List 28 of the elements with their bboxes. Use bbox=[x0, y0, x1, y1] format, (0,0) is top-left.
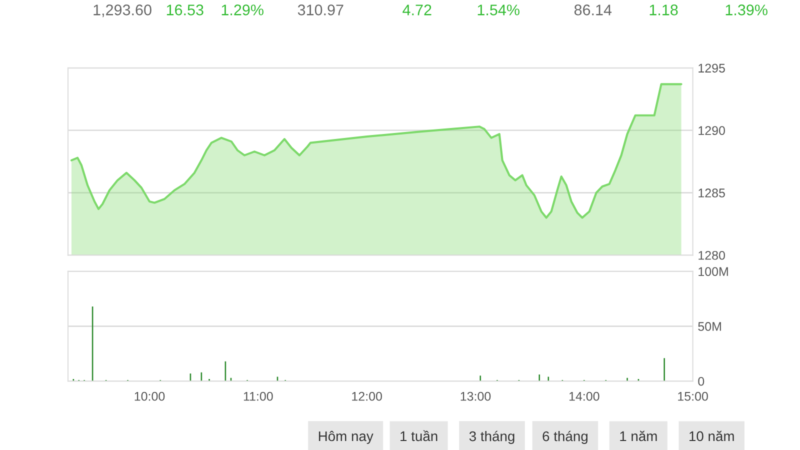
x-tick-label: 12:00 bbox=[352, 392, 382, 401]
x-tick-label: 11:00 bbox=[244, 392, 273, 401]
text: 6 tháng bbox=[542, 430, 588, 444]
y-tick-label: 100M bbox=[698, 267, 728, 276]
y-tick-label: 1290 bbox=[698, 126, 725, 135]
y-tick-label: 50M bbox=[698, 322, 721, 331]
text: 310.97 bbox=[298, 4, 344, 16]
x-tick-label: 10:00 bbox=[134, 392, 165, 401]
y-tick-label: 1280 bbox=[698, 250, 725, 260]
text: Hôm nay bbox=[318, 430, 374, 444]
text: 1,293.60 bbox=[94, 4, 152, 18]
text: 1.18 bbox=[650, 4, 678, 16]
text: 10 năm bbox=[690, 430, 734, 442]
text: 1.39% bbox=[726, 4, 768, 16]
text: 1 tuần bbox=[400, 430, 438, 442]
x-tick-label: 14:00 bbox=[569, 392, 600, 401]
text: 4.72 bbox=[402, 4, 432, 16]
text: 16.53 bbox=[166, 4, 204, 16]
y-tick-label: 0 bbox=[698, 376, 704, 386]
y-tick-label: 1285 bbox=[698, 188, 725, 198]
text: 1.29% bbox=[222, 4, 264, 16]
text: 3 tháng bbox=[469, 430, 514, 444]
text: 86.14 bbox=[574, 4, 612, 16]
y-tick-label: 1295 bbox=[698, 64, 725, 73]
x-tick-label: 15:00 bbox=[678, 392, 708, 401]
x-tick-label: 13:00 bbox=[460, 392, 491, 401]
text: 1 năm bbox=[620, 430, 657, 442]
text: 1.54% bbox=[478, 4, 520, 16]
